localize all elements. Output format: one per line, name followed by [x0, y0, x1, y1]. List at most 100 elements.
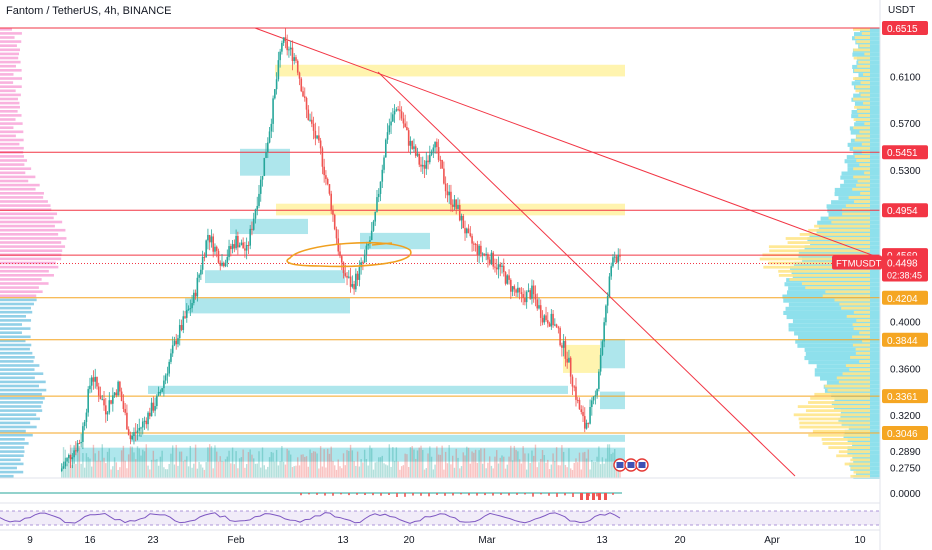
- candle-body: [520, 292, 523, 295]
- volume-bar-left: [0, 286, 39, 289]
- macd-histogram-bar: [604, 493, 607, 500]
- candle-body: [566, 358, 568, 363]
- candle-body: [150, 402, 153, 417]
- candle-body: [265, 152, 267, 158]
- candle-body: [499, 264, 502, 267]
- volume-bar: [420, 445, 422, 478]
- volume-bar: [490, 465, 493, 478]
- volume-bar: [462, 452, 464, 478]
- candle-body: [166, 373, 169, 376]
- volume-bar-left: [0, 442, 29, 445]
- volume-bar: [251, 454, 253, 478]
- candle-body: [363, 254, 366, 263]
- volume-bar-right-yellow: [845, 204, 870, 208]
- volume-bar: [342, 453, 345, 478]
- volume-bar: [163, 467, 165, 478]
- candle-body: [564, 341, 567, 359]
- candle-body: [117, 381, 119, 396]
- volume-bar: [214, 445, 216, 478]
- candle-body: [465, 228, 468, 234]
- macd-histogram-bar: [372, 493, 374, 496]
- candle-body: [344, 273, 347, 276]
- volume-bar: [589, 469, 591, 478]
- candle-body: [288, 49, 290, 51]
- volume-bar: [263, 465, 265, 478]
- candle-body: [474, 243, 477, 245]
- volume-bar: [425, 468, 427, 478]
- candle-body: [515, 289, 517, 293]
- volume-bar: [179, 451, 181, 478]
- candle-body: [180, 325, 183, 330]
- candle-body: [513, 286, 516, 290]
- price-label-text: 0.4954: [887, 206, 918, 217]
- volume-bar: [585, 458, 588, 478]
- candle-body: [598, 371, 600, 389]
- volume-bar-right: [783, 310, 880, 315]
- volume-bar-right-yellow: [789, 278, 870, 281]
- candle-body: [395, 109, 398, 111]
- volume-bar-right-yellow: [759, 257, 870, 261]
- candle-body: [420, 164, 422, 167]
- volume-bar: [531, 450, 533, 478]
- volume-bar: [279, 461, 281, 478]
- volume-bar: [555, 447, 558, 478]
- volume-bar: [223, 461, 225, 478]
- volume-bar: [226, 456, 228, 478]
- volume-bar-right-yellow: [763, 265, 870, 269]
- volume-bar-right: [797, 343, 880, 348]
- price-label-box: [882, 21, 928, 35]
- volume-bar-left: [0, 77, 23, 80]
- volume-bar: [244, 467, 246, 478]
- macd-histogram-bar: [388, 493, 390, 495]
- volume-bar: [436, 446, 438, 478]
- volume-bar: [524, 453, 526, 478]
- price-label-box: [882, 203, 928, 218]
- volume-bar: [150, 459, 153, 478]
- volume-bar: [307, 466, 310, 478]
- volume-bar-left: [0, 126, 14, 129]
- volume-bar: [515, 449, 517, 478]
- volume-bar: [432, 469, 435, 478]
- volume-bar: [99, 460, 102, 478]
- volume-bar: [187, 466, 190, 478]
- candle-body: [318, 135, 320, 141]
- candle-body: [90, 377, 93, 386]
- candle-body: [561, 345, 563, 348]
- candle-body: [68, 454, 70, 458]
- candle-body: [612, 257, 614, 267]
- volume-bar-left: [0, 44, 17, 47]
- volume-bar: [172, 445, 174, 478]
- volume-bar: [538, 462, 540, 478]
- candle-body: [231, 244, 234, 250]
- candle-body: [476, 244, 479, 255]
- candle-body: [603, 322, 605, 342]
- volume-bar: [413, 449, 415, 478]
- volume-bar: [131, 446, 133, 478]
- volume-bar: [282, 461, 285, 478]
- candle-body: [325, 175, 327, 179]
- volume-bar: [311, 452, 313, 478]
- macd-histogram-bar: [436, 493, 438, 495]
- candle-body: [200, 269, 202, 275]
- volume-bar-right-yellow: [798, 417, 870, 421]
- candle-body: [601, 341, 604, 355]
- macd-histogram-bar: [524, 493, 526, 495]
- macd-histogram-bar: [444, 493, 446, 496]
- volume-bar-right-yellow: [828, 446, 870, 449]
- volume-bar-right-yellow: [814, 224, 870, 228]
- volume-bar: [577, 462, 579, 478]
- volume-bar: [610, 454, 612, 478]
- volume-bar: [228, 450, 230, 478]
- volume-bar: [245, 464, 248, 478]
- candle-body: [608, 276, 611, 297]
- volume-bar: [224, 459, 227, 478]
- volume-bar: [305, 456, 308, 478]
- volume-bar: [312, 451, 315, 478]
- volume-bar: [76, 449, 79, 478]
- candle-body: [108, 400, 111, 413]
- candle-body: [464, 228, 466, 234]
- volume-bar: [309, 449, 311, 478]
- candle-body: [203, 256, 206, 258]
- volume-bar: [339, 466, 341, 478]
